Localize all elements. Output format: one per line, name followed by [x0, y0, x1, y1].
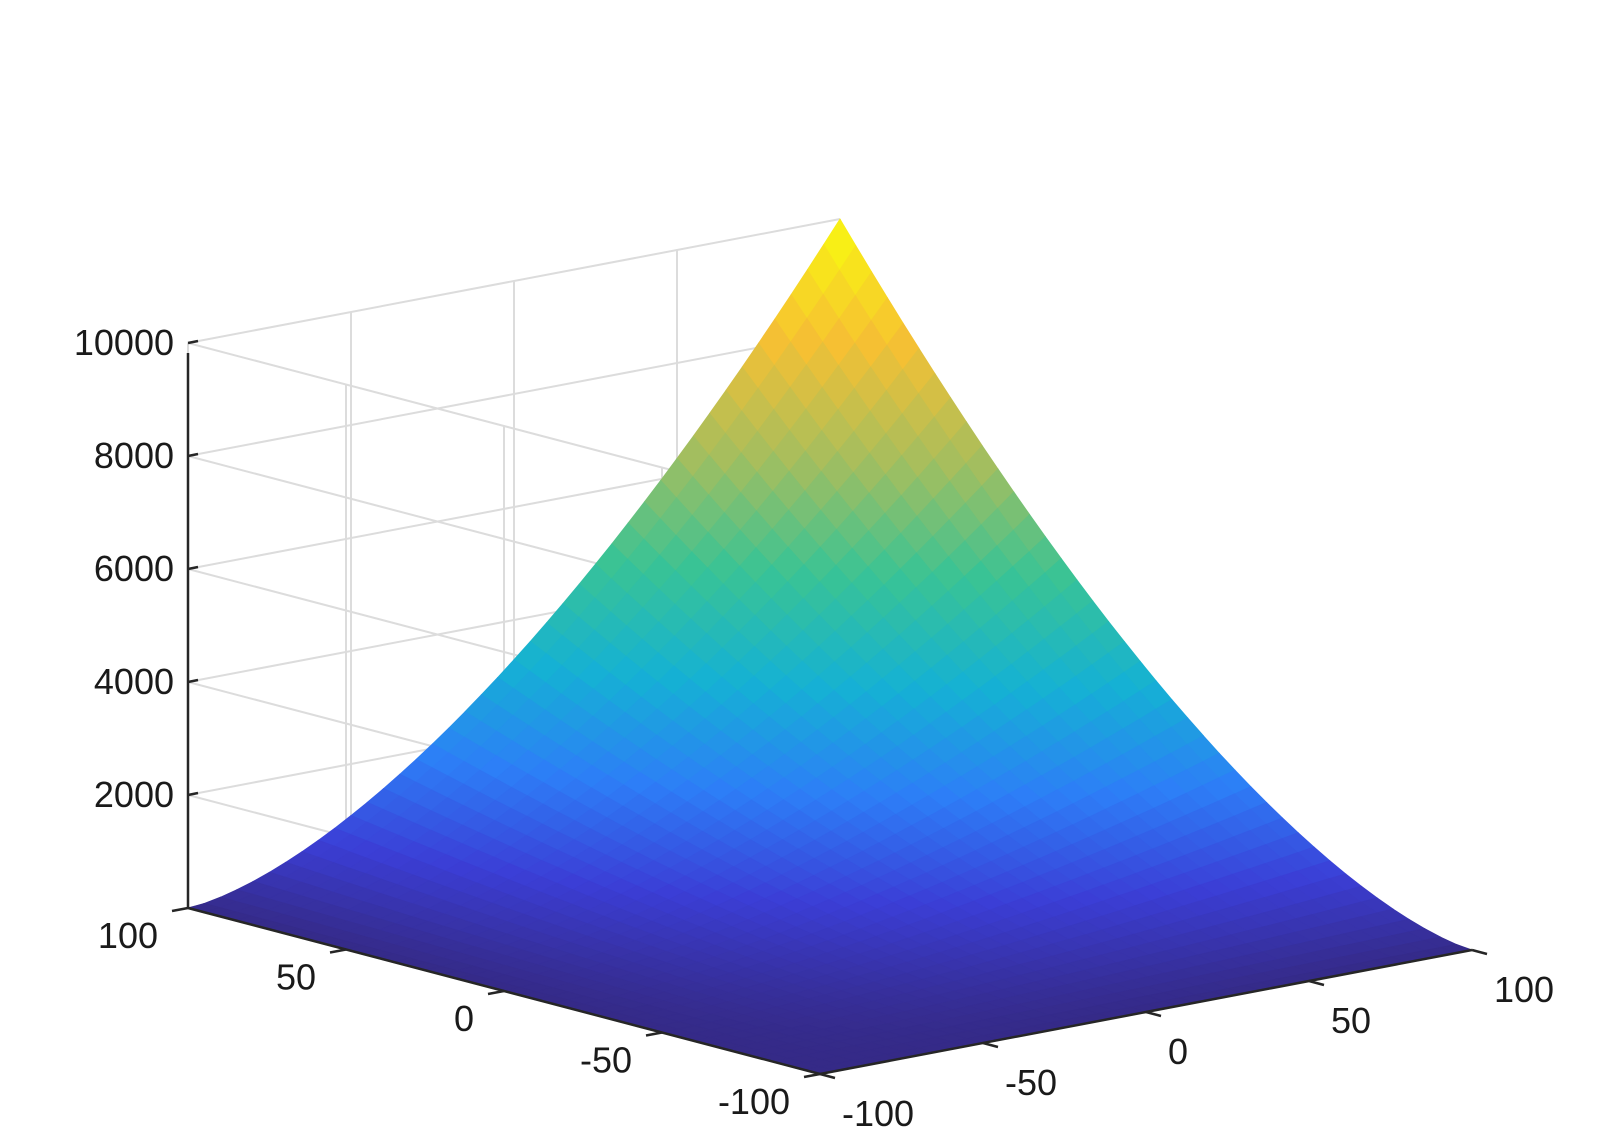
y-tick-mark — [171, 906, 189, 913]
x-tick-label: -50 — [1005, 1062, 1057, 1103]
x-tick-label: -100 — [842, 1093, 914, 1134]
y-tick-mark — [487, 989, 505, 996]
x-tick-mark — [1145, 1010, 1162, 1018]
y-tick-mark — [803, 1072, 821, 1079]
z-tick-label: 2000 — [94, 774, 174, 815]
grid-line — [187, 218, 841, 344]
z-tick-label: 8000 — [94, 435, 174, 476]
surface-layer — [186, 218, 1474, 1075]
z-tick-mark — [187, 339, 199, 345]
z-tick-label: 4000 — [94, 661, 174, 702]
y-tick-label: 0 — [454, 998, 474, 1039]
y-tick-label: 50 — [276, 957, 316, 998]
y-tick-mark — [329, 948, 347, 954]
z-tick-mark — [187, 678, 199, 684]
grid-line — [187, 331, 841, 457]
x-tick-mark — [1308, 979, 1325, 987]
x-tick-mark — [819, 1072, 836, 1080]
x-tick-label: 50 — [1331, 1000, 1371, 1041]
z-tick-label: 6000 — [94, 548, 174, 589]
x-tick-label: 100 — [1494, 969, 1554, 1010]
x-tick-mark — [1471, 948, 1488, 956]
y-tick-label: 100 — [98, 915, 158, 956]
z-tick-mark — [187, 565, 199, 571]
z-tick-mark — [187, 791, 199, 797]
y-tick-label: -100 — [718, 1081, 790, 1122]
x-tick-mark — [982, 1041, 999, 1049]
z-tick-mark — [187, 452, 199, 458]
axis-layer — [171, 339, 1488, 1080]
tick-label-layer: 2000 4000 6000 8000 10000 -100 -50 0 50 100 -100 -5… — [74, 322, 1554, 1134]
y-tick-label: -50 — [580, 1040, 632, 1081]
x-tick-label: 0 — [1168, 1031, 1188, 1072]
z-tick-label: 10000 — [74, 322, 174, 363]
y-tick-mark — [645, 1031, 663, 1037]
